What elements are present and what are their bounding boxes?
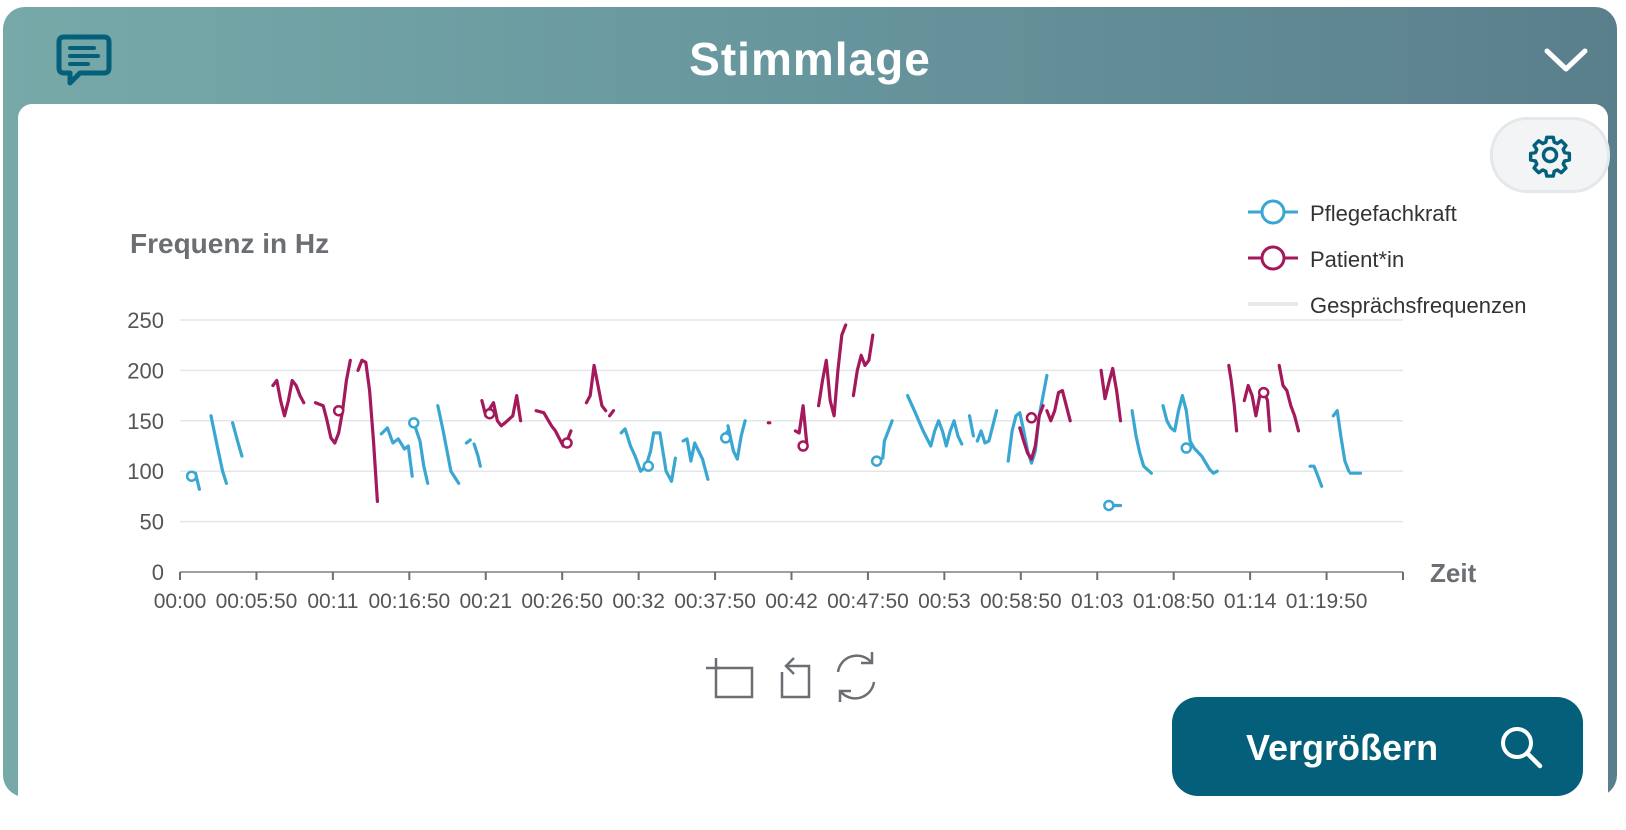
- series-layer: [185, 323, 1362, 512]
- series-line-segment: [1161, 394, 1219, 475]
- legend-item-patient[interactable]: Patient*in: [1248, 245, 1404, 272]
- series-line-segment: [584, 363, 608, 413]
- gear-icon: [1528, 135, 1572, 178]
- legend-item-nurse[interactable]: Pflegefachkraft: [1248, 199, 1457, 226]
- x-tick-label: 00:05:50: [216, 590, 298, 613]
- x-tick-label: 00:47:50: [827, 590, 909, 613]
- legend-label-patient: Patient*in: [1310, 247, 1404, 272]
- series-point-marker: [1180, 442, 1193, 454]
- y-axis-label: Frequenz in Hz: [130, 228, 329, 259]
- x-tick-label: 00:11: [307, 590, 358, 613]
- y-tick-label: 200: [127, 358, 164, 383]
- series-line-segment: [231, 421, 244, 458]
- y-tick-label: 250: [127, 308, 164, 333]
- x-tick-label: 00:58:50: [980, 590, 1062, 613]
- series-line-segment: [975, 409, 999, 445]
- series-line-segment: [793, 404, 809, 448]
- page-title: Stimmlage: [689, 33, 931, 85]
- y-tick-label: 0: [152, 560, 164, 585]
- series-line-segment: [681, 437, 710, 481]
- x-tick-label: 01:03: [1071, 590, 1124, 613]
- legend-label-conversation: Gesprächsfrequenzen: [1310, 293, 1526, 318]
- refresh-icon[interactable]: [836, 652, 876, 702]
- chevron-down-icon[interactable]: [1543, 45, 1589, 75]
- series-line-segment: [1308, 464, 1324, 488]
- series-line-segment: [313, 358, 352, 445]
- x-tick-label: 01:08:50: [1133, 590, 1215, 613]
- series-line-segment: [1242, 383, 1262, 418]
- series-line-segment: [1130, 409, 1153, 475]
- series-line-segment: [1331, 409, 1351, 473]
- series-point-marker: [561, 437, 573, 449]
- series-point-marker: [719, 432, 732, 444]
- series-line-segment: [817, 323, 848, 418]
- series-line-segment: [1277, 363, 1301, 433]
- series-point-marker: [797, 440, 809, 452]
- series-line-segment: [412, 421, 430, 485]
- chart-toolbox: [704, 652, 876, 702]
- series-point-marker: [185, 470, 198, 482]
- x-tick-label: 00:53: [918, 590, 971, 613]
- series-line-segment: [608, 409, 616, 418]
- series-point-marker: [870, 455, 883, 467]
- series-line-segment: [472, 442, 482, 468]
- series-line-segment: [1045, 389, 1072, 423]
- series-line-segment: [464, 438, 472, 445]
- series-point-marker: [1103, 499, 1115, 512]
- chart-grid: [180, 319, 1403, 573]
- series-line-segment: [1099, 366, 1123, 423]
- series-point-marker: [1257, 386, 1270, 399]
- series-line-segment: [1227, 363, 1239, 433]
- x-tick-label: 00:16:50: [368, 590, 450, 613]
- series-line-segment: [356, 358, 379, 503]
- y-tick-label: 150: [127, 409, 164, 434]
- series-line-segment: [875, 419, 894, 463]
- y-axis-ticks: 0 50 100 150 200 250: [127, 308, 164, 585]
- legend-label-nurse: Pflegefachkraft: [1310, 201, 1457, 226]
- series-line-segment: [967, 414, 975, 438]
- chat-bubble-icon[interactable]: [56, 34, 112, 90]
- series-line-segment: [619, 427, 677, 483]
- x-tick-label: 00:32: [612, 590, 665, 613]
- x-tick-label: 01:14: [1224, 590, 1277, 613]
- series-line-segment: [726, 419, 747, 461]
- series-line-segment: [906, 394, 964, 448]
- x-tick-label: 00:37:50: [674, 590, 756, 613]
- settings-button[interactable]: [1493, 120, 1607, 190]
- y-tick-label: 100: [127, 459, 164, 484]
- y-tick-label: 50: [140, 510, 164, 535]
- x-tick-label: 00:42: [765, 590, 818, 613]
- zoom-button[interactable]: Vergrößern: [1172, 697, 1583, 796]
- x-axis: 00:00 00:05:50 00:11 00:16:50 00:21 00:26:50 0…: [154, 572, 1404, 613]
- x-tick-label: 00:26:50: [521, 590, 603, 613]
- x-tick-label: 00:21: [459, 590, 512, 613]
- series-line-segment: [1018, 404, 1045, 461]
- crop-icon[interactable]: [704, 652, 758, 702]
- zoom-button-label: Vergrößern: [1246, 727, 1439, 768]
- series-point-marker: [408, 417, 420, 429]
- series-point-marker: [332, 404, 345, 417]
- series-point-marker: [483, 407, 496, 420]
- x-axis-label: Zeit: [1430, 558, 1477, 588]
- x-tick-label: 00:00: [154, 590, 207, 613]
- series-line-segment: [271, 378, 306, 418]
- series-line-segment: [436, 404, 461, 485]
- legend: Pflegefachkraft Patient*in Gesprächsfreq…: [1248, 199, 1526, 318]
- series-point-marker: [1025, 412, 1038, 424]
- legend-item-conversation[interactable]: Gesprächsfrequenzen: [1248, 293, 1526, 318]
- x-tick-label: 01:19:50: [1286, 590, 1368, 613]
- series-line-segment: [851, 333, 875, 398]
- search-icon: [1501, 727, 1543, 769]
- series-line-segment: [379, 426, 414, 478]
- series-point-marker: [642, 460, 655, 472]
- undo-icon[interactable]: [772, 652, 818, 702]
- series-line-segment: [209, 414, 228, 485]
